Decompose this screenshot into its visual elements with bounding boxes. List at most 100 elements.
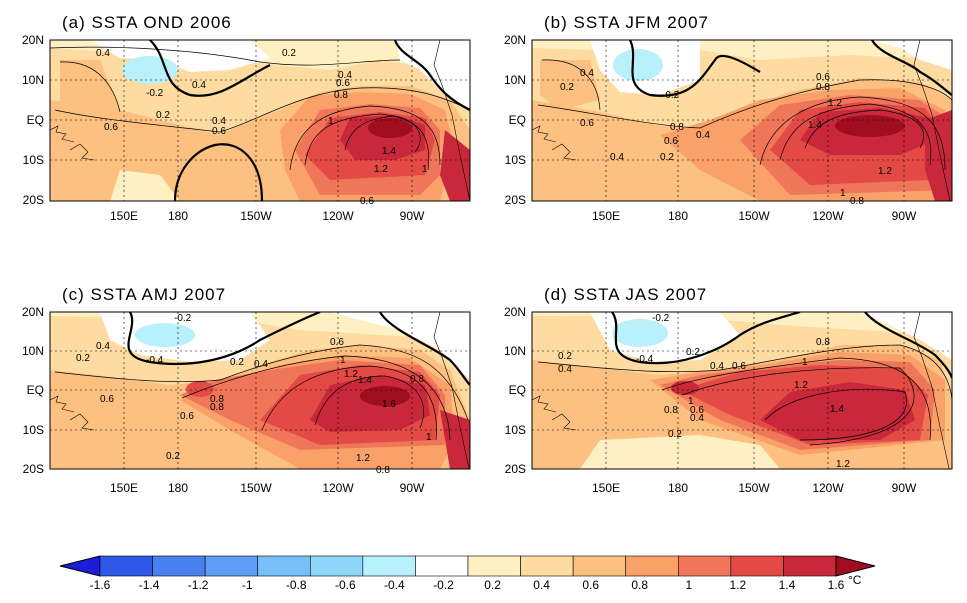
lon-label: 90W (892, 209, 917, 223)
contour-label: 1 (688, 396, 694, 407)
contour-label: 0.4 (192, 80, 206, 91)
colorbar-tick-label: 0.8 (631, 578, 648, 592)
lon-label: 150W (240, 481, 272, 495)
colorbar-tick-label: -1 (242, 578, 253, 592)
colorbar: -1.6 -1.4 -1.2 -1 -0.8 -0.6 -0.4 -0.2 0.2 0.4 0.6 0… (59, 555, 876, 592)
contour-label: 1.4 (830, 404, 844, 415)
lat-label: 20N (22, 305, 44, 319)
lat-label: 10S (23, 153, 44, 167)
contour-label: 0.8 (816, 337, 830, 348)
lat-label: 20N (504, 305, 526, 319)
colorbar-cell (677, 555, 732, 577)
lat-label: 10N (22, 73, 44, 87)
lat-label: 10N (504, 73, 526, 87)
contour-label: 0.8 (376, 465, 390, 476)
panel-a-title: (a) SSTA OND 2006 (62, 13, 232, 32)
lat-label: 10S (23, 423, 44, 437)
colorbar-tick-label: 1 (685, 578, 692, 592)
lat-label: EQ (27, 383, 44, 397)
panel-d: (d) SSTA JAS 2007 20N (504, 285, 953, 495)
contour-label: 1 (840, 188, 846, 199)
contour-label: 1.4 (382, 146, 396, 157)
colorbar-cell (520, 555, 574, 577)
contour-label: 0.2 (230, 357, 244, 368)
contour-label: 1.6 (382, 399, 396, 410)
lat-label: 20S (505, 462, 526, 476)
colorbar-tick-label: 0.4 (533, 578, 550, 592)
colorbar-tick-label: 1.4 (779, 578, 796, 592)
contour-label: -0.4 (146, 355, 164, 366)
colorbar-tick-label: 0.2 (484, 578, 501, 592)
lon-label: 150E (592, 481, 620, 495)
contour-label: 0.6 (690, 405, 704, 416)
colorbar-tick-label: -0.6 (335, 578, 356, 592)
contour-label: 0.6 (732, 361, 746, 372)
colorbar-cell (309, 555, 364, 577)
contour-label: 0.6 (330, 337, 344, 348)
contour-label: 0.8 (816, 82, 830, 93)
contour-label: 1 (426, 432, 432, 443)
contour-label: 0.2 (668, 429, 682, 440)
contour-label: 0.2 (560, 82, 574, 93)
contour-label: 1.2 (828, 98, 842, 109)
contour-label: 0.8 (210, 402, 224, 413)
colorbar-tick-label: -1.4 (139, 578, 160, 592)
lat-label: 20S (23, 462, 44, 476)
colorbar-tick-label: -1.2 (188, 578, 209, 592)
contour-label: 0.4 (96, 48, 110, 59)
lon-label: 120W (812, 481, 844, 495)
lon-label: 120W (322, 209, 354, 223)
contour-label: 0.2 (660, 152, 674, 163)
lon-label: 120W (812, 209, 844, 223)
lon-label: 150E (110, 481, 138, 495)
lon-label: 120W (322, 481, 354, 495)
contour-label: 0.8 (410, 374, 424, 385)
lat-label: 20S (23, 193, 44, 207)
contour-label: 1.2 (344, 369, 358, 380)
panel-c-title: (c) SSTA AMJ 2007 (62, 285, 226, 304)
colorbar-tick-label: -1.6 (90, 578, 111, 592)
contour-label: 0.2 (558, 351, 572, 362)
contour-label: 1 (422, 164, 428, 175)
contour-label: 0.8 (670, 122, 684, 133)
colorbar-unit: °C (848, 573, 862, 587)
colorbar-left-arrow (59, 555, 101, 577)
contour-label: 0.6 (180, 411, 194, 422)
colorbar-tick-label: -0.8 (286, 578, 307, 592)
contour-label: 1.2 (878, 166, 892, 177)
lat-label: 20N (504, 33, 526, 47)
lon-label: 180 (668, 481, 688, 495)
contour-label: -0.2 (652, 313, 670, 324)
contour-label: 0.2 (282, 48, 296, 59)
colorbar-tick-label: 1.6 (828, 578, 845, 592)
contour-labels-a: 0.4 0.2 -0.2 0.4 0.2 0.6 0.4 0.6 0.8 1 1… (96, 48, 428, 207)
contour-label: 0.2 (686, 347, 700, 358)
contour-label: -0.2 (662, 90, 680, 101)
contour-label: -0.4 (636, 354, 654, 365)
lat-label: 10N (22, 344, 44, 358)
contour-label: -0.2 (174, 313, 192, 324)
colorbar-cell (362, 555, 416, 577)
colorbar-cell (152, 555, 206, 577)
contour-label: 0.6 (100, 394, 114, 405)
contour-label: 0.6 (580, 118, 594, 129)
lon-label: 150E (110, 209, 138, 223)
contour-label: 1 (802, 357, 808, 368)
colorbar-cell (730, 555, 784, 577)
contour-label: 0.8 (334, 90, 348, 101)
contour-label: 0.4 (96, 341, 110, 352)
colorbar-cell (625, 555, 679, 577)
lat-label: EQ (509, 383, 526, 397)
colorbar-cells (99, 555, 837, 577)
lon-label: 180 (168, 209, 188, 223)
contour-label: 0.4 (212, 116, 226, 127)
lon-label: 90W (400, 209, 425, 223)
contour-label: 0.4 (254, 359, 268, 370)
contour-label: 0.4 (338, 70, 352, 81)
contour-label: 0.4 (690, 413, 704, 424)
contour-label: 0.2 (156, 110, 170, 121)
lon-label: 180 (668, 209, 688, 223)
lat-label: 10S (505, 423, 526, 437)
contour-label: 0.4 (580, 68, 594, 79)
